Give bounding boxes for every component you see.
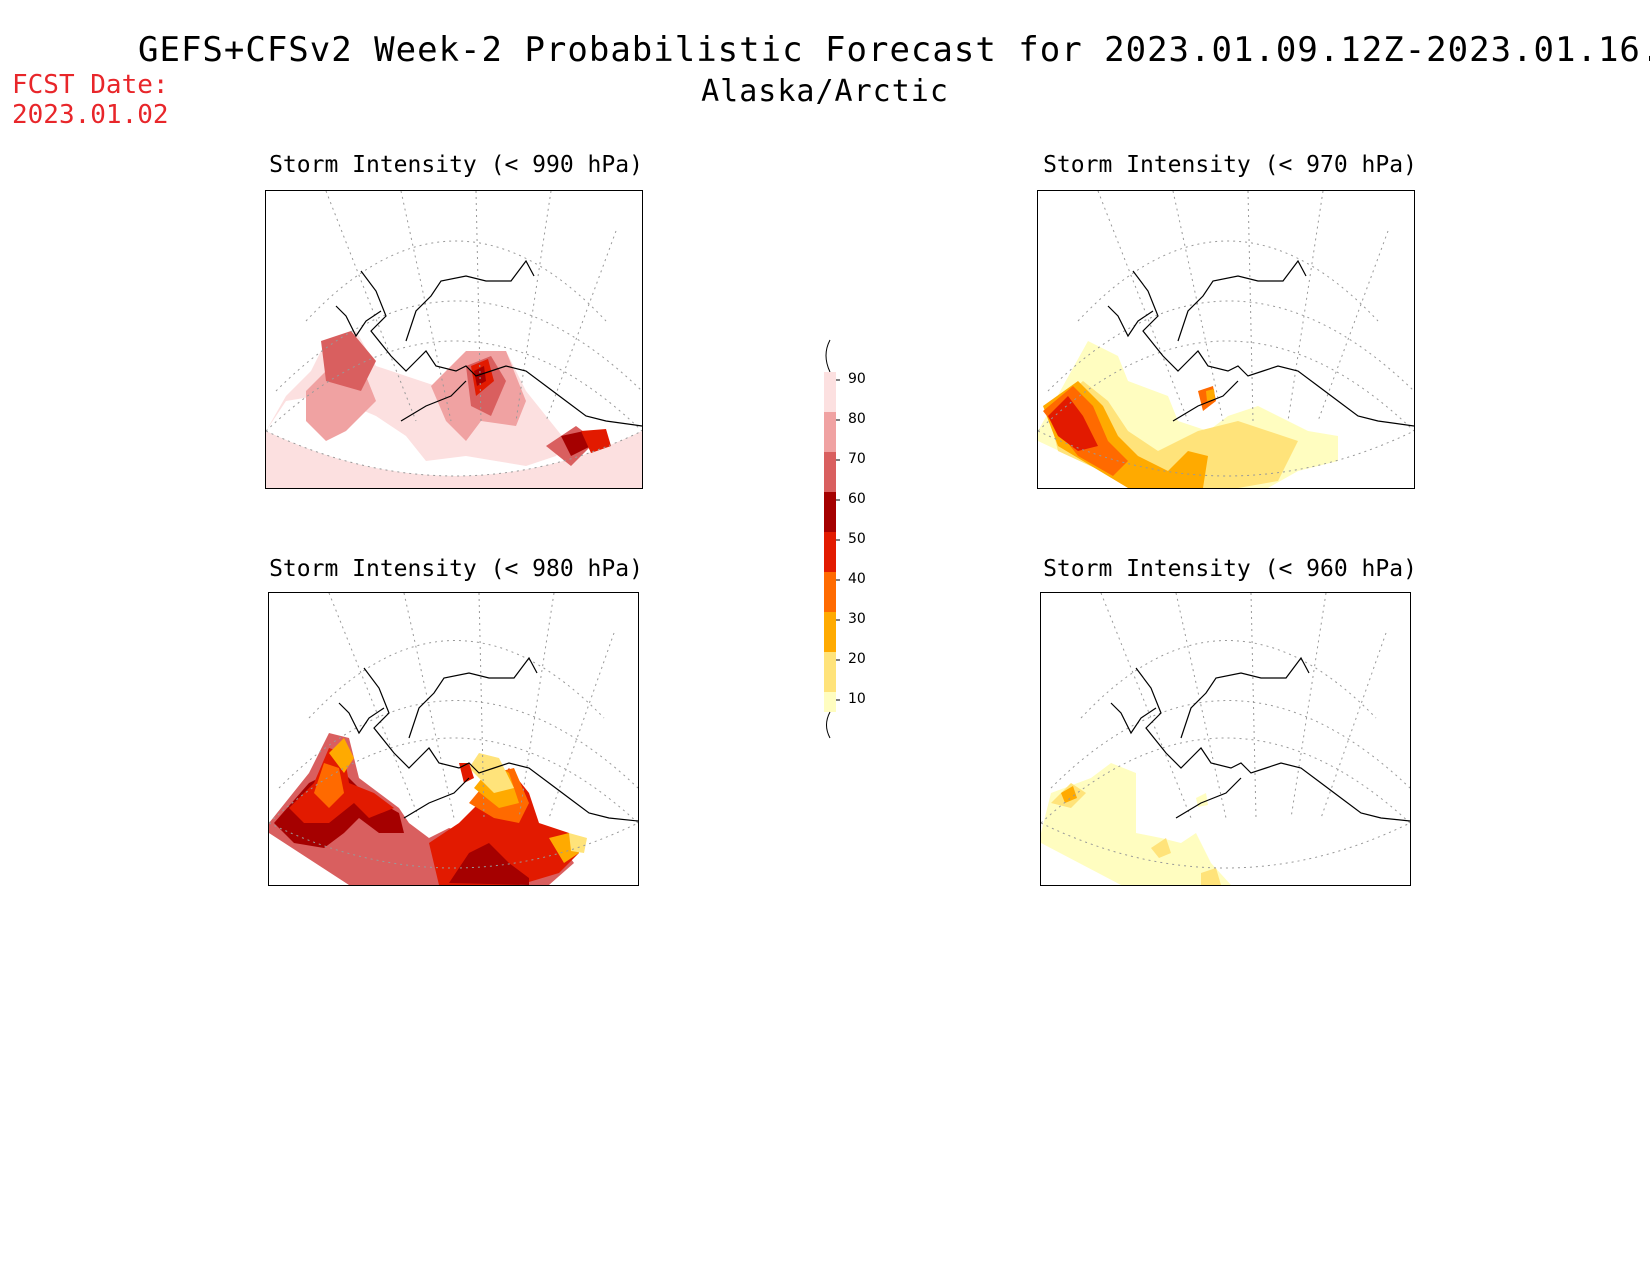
coastline-960 [1110, 656, 1410, 822]
map-panel-990 [265, 190, 643, 489]
legend-tick-label: 80 [848, 411, 866, 427]
legend-tick-label: 60 [848, 491, 866, 507]
map-panel-970 [1037, 190, 1415, 489]
legend-tick-label: 70 [848, 451, 866, 467]
region-subtitle: Alaska/Arctic [701, 74, 949, 109]
legend-tick-label: 50 [848, 531, 866, 547]
legend-tick-label: 40 [848, 571, 866, 587]
coastline-990 [335, 259, 642, 427]
panel-title-960: Storm Intensity (< 960 hPa) [1043, 556, 1417, 582]
fcst-date-value: 2023.01.02 [12, 100, 169, 130]
fcst-label: FCST Date: [12, 70, 169, 100]
title-text: GEFS+CFSv2 Week-2 Probabilistic Forecast… [138, 30, 1650, 70]
legend-swatch-30 [824, 612, 836, 652]
legend-swatch-10 [824, 692, 836, 712]
legend-swatch-90 [824, 372, 836, 412]
legend-tick-label: 90 [848, 371, 866, 387]
panel-title-980: Storm Intensity (< 980 hPa) [269, 556, 643, 582]
legend-tick-label: 10 [848, 691, 866, 707]
shaded-probability-960 [1041, 763, 1231, 885]
shaded-probability-990 [266, 331, 642, 488]
map-990 [266, 191, 642, 488]
legend-swatch-20 [824, 652, 836, 692]
legend-swatch-40 [824, 572, 836, 612]
map-960 [1041, 593, 1410, 885]
legend-swatch-70 [824, 452, 836, 492]
map-980 [269, 593, 638, 885]
legend-tick-label: 20 [848, 651, 866, 667]
graticule-990 [266, 191, 642, 477]
coastline-970 [1107, 259, 1414, 427]
forecast-date: FCST Date: 2023.01.02 [12, 70, 169, 130]
map-panel-980 [268, 592, 639, 886]
graticule-960 [1041, 593, 1410, 869]
graticule-970 [1038, 191, 1414, 477]
shaded-probability-970 [1038, 341, 1338, 488]
shaded-probability-980 [269, 733, 587, 885]
panel-title-990: Storm Intensity (< 990 hPa) [269, 152, 643, 178]
map-panel-960 [1040, 592, 1411, 886]
legend-swatch-80 [824, 412, 836, 452]
graticule-980 [269, 593, 638, 869]
legend-swatch-60 [824, 492, 836, 532]
color-legend: 90 80 70 60 50 40 30 20 10 [820, 330, 880, 740]
legend-colorbar [824, 339, 840, 739]
panel-title-970: Storm Intensity (< 970 hPa) [1043, 152, 1417, 178]
legend-swatch-50 [824, 532, 836, 572]
coastline-980 [338, 656, 638, 822]
map-970 [1038, 191, 1414, 488]
legend-tick-label: 30 [848, 611, 866, 627]
